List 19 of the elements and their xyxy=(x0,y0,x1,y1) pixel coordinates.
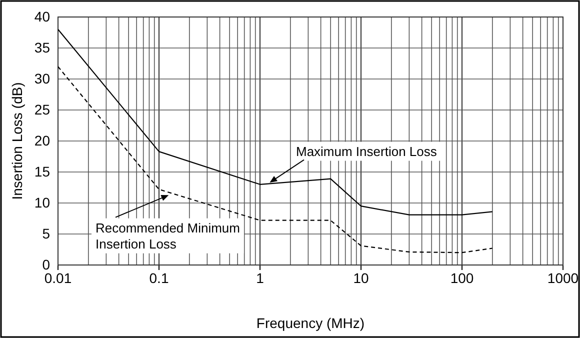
x-tick-label: 1 xyxy=(256,270,264,286)
x-tick-label: 100 xyxy=(450,270,474,286)
x-tick-label: 0.01 xyxy=(44,270,72,286)
y-tick-label: 40 xyxy=(34,8,50,24)
y-tick-label: 5 xyxy=(42,225,50,242)
y-tick-label: 15 xyxy=(34,163,50,180)
y-axis-title: Insertion Loss (dB) xyxy=(9,82,25,200)
y-tick-label: 35 xyxy=(34,39,50,56)
y-tick-label: 30 xyxy=(34,70,50,86)
x-tick-label: 10 xyxy=(353,270,369,286)
x-tick-label: 0.1 xyxy=(149,270,169,286)
x-tick-label: 1000 xyxy=(547,270,579,286)
annotation: Recommended Minimum Insertion Loss xyxy=(96,220,240,252)
annotation: Maximum Insertion Loss xyxy=(296,144,438,159)
y-tick-label: 20 xyxy=(34,132,50,148)
y-tick-label: 10 xyxy=(34,194,50,210)
y-tick-label: 0 xyxy=(42,256,50,272)
x-axis-title: Frequency (MHz) xyxy=(256,315,365,331)
y-tick-label: 25 xyxy=(34,101,50,118)
